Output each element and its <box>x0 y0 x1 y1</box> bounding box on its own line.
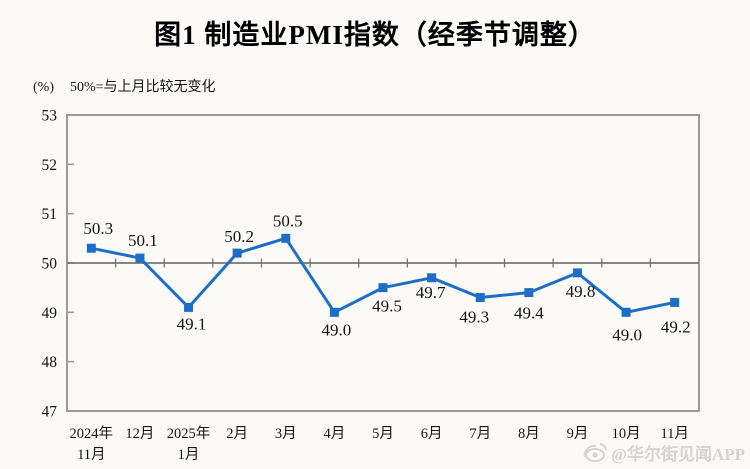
data-point-marker <box>572 268 582 278</box>
x-tick-label: 11月 <box>77 447 105 463</box>
x-tick-label: 2月 <box>226 426 248 442</box>
data-point-marker <box>524 288 534 298</box>
y-tick-label: 53 <box>42 108 58 125</box>
data-point-marker <box>232 248 242 258</box>
data-point-marker <box>135 253 145 263</box>
x-tick-label: 5月 <box>372 426 394 442</box>
watermark: @华尔街见闻APP <box>582 440 745 464</box>
x-tick-label: 11月 <box>660 426 688 442</box>
data-point-label: 49.1 <box>177 314 207 333</box>
data-point-marker <box>281 233 291 243</box>
data-point-marker <box>670 297 680 307</box>
unit-label: (%) <box>33 80 54 95</box>
data-point-marker <box>329 307 339 317</box>
y-tick-label: 49 <box>42 305 58 322</box>
x-tick-label: 6月 <box>421 426 443 442</box>
data-point-label: 49.0 <box>322 320 352 339</box>
data-point-label: 50.2 <box>224 227 254 246</box>
y-tick-label: 47 <box>42 404 58 421</box>
data-point-marker <box>475 293 485 303</box>
x-tick-label: 2024年 <box>70 425 114 442</box>
data-point-marker <box>184 302 194 312</box>
data-point-label: 49.2 <box>661 317 691 336</box>
x-tick-label: 9月 <box>567 426 589 442</box>
y-tick-label: 52 <box>42 157 58 174</box>
data-point-label: 49.0 <box>612 325 642 344</box>
y-tick-label: 50 <box>42 256 58 273</box>
watermark-text: @华尔街见闻APP <box>611 444 745 464</box>
x-tick-label: 12月 <box>125 426 154 442</box>
baseline-note: 50%=与上月比较无变化 <box>70 80 216 95</box>
chart-title: 图1 制造业PMI指数（经季节调整） <box>154 20 596 50</box>
data-point-label: 49.3 <box>459 308 489 327</box>
data-point-marker <box>621 307 631 317</box>
data-point-label: 49.8 <box>566 282 596 301</box>
data-point-marker <box>86 243 96 253</box>
x-tick-label: 8月 <box>518 426 540 442</box>
axis-unit-note: (%) 50%=与上月比较无变化 <box>33 76 216 96</box>
x-tick-label: 2025年 <box>167 425 211 442</box>
data-point-label: 49.7 <box>416 283 446 302</box>
data-point-label: 50.1 <box>128 231 158 250</box>
weibo-logo-icon <box>583 443 608 462</box>
x-tick-label: 7月 <box>469 426 491 442</box>
data-point-label: 49.4 <box>514 304 544 323</box>
x-tick-label: 4月 <box>324 426 346 442</box>
data-point-label: 50.5 <box>273 211 303 230</box>
y-tick-label: 48 <box>42 354 58 371</box>
y-tick-label: 51 <box>42 206 58 223</box>
data-point-marker <box>378 283 388 293</box>
x-tick-label: 10月 <box>612 426 641 442</box>
data-point-marker <box>427 273 437 283</box>
data-point-label: 50.3 <box>83 219 113 238</box>
data-point-label: 49.5 <box>372 297 402 316</box>
x-tick-label: 3月 <box>275 426 297 442</box>
x-tick-label: 1月 <box>178 447 200 463</box>
